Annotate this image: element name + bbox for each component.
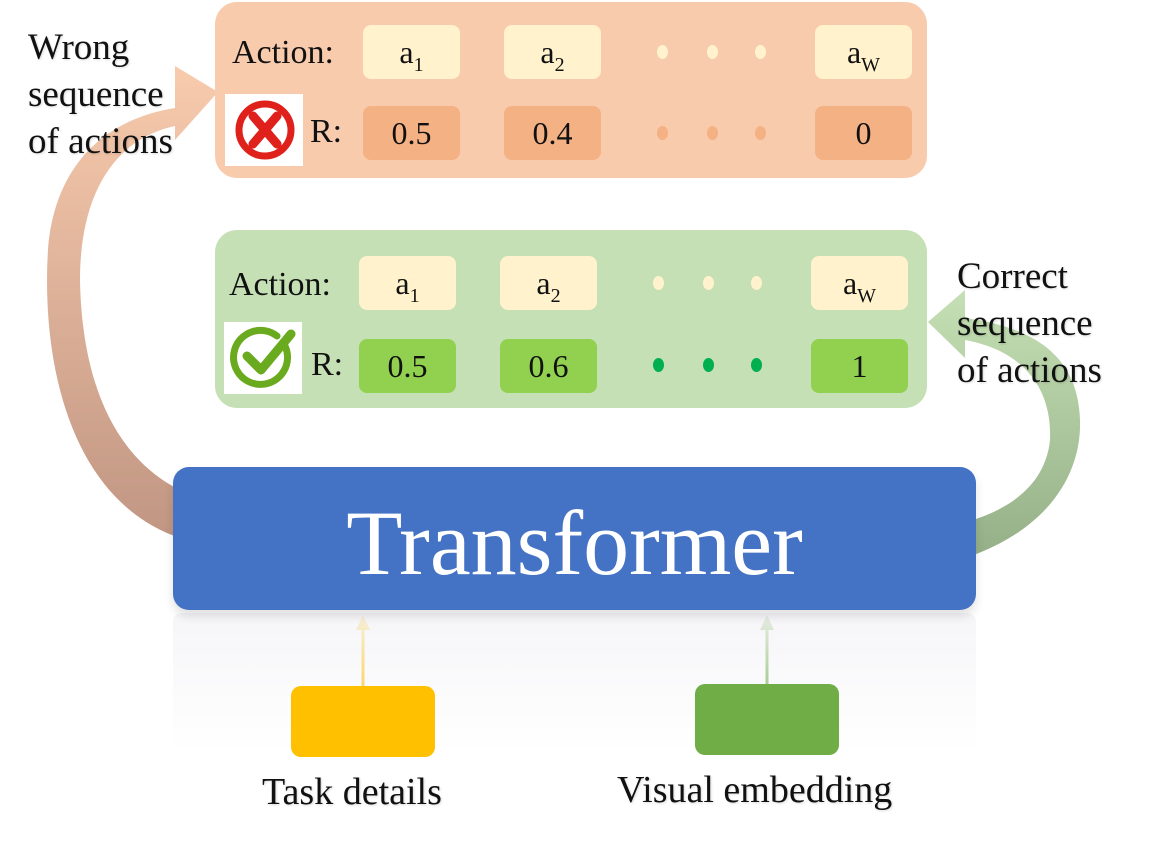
wrong-reward-cell-w: 0	[815, 106, 912, 160]
correct-action-ellipsis-dot	[751, 276, 762, 290]
correct-action-1-base: a	[395, 265, 409, 302]
correct-reward-label: R:	[311, 348, 343, 382]
wrong-action-2-base: a	[540, 34, 554, 71]
correct-reward-ellipsis-dot	[653, 358, 664, 372]
correct-action-2-base: a	[536, 265, 550, 302]
correct-reward-cell-1: 0.5	[359, 339, 456, 393]
correct-reward-ellipsis-dot	[751, 358, 762, 372]
correct-action-w-base: a	[843, 265, 857, 302]
visual-embedding-caption: Visual embedding	[617, 771, 892, 809]
transformer-block: Transformer	[173, 467, 976, 610]
wrong-action-1-base: a	[399, 34, 413, 71]
wrong-reward-ellipsis-dot	[707, 126, 718, 140]
wrong-action-ellipsis-dot	[657, 45, 668, 59]
task-details-caption: Task details	[262, 773, 442, 811]
wrong-action-ellipsis-dot	[707, 45, 718, 59]
wrong-status	[225, 94, 303, 166]
correct-reward-cell-2: 0.6	[500, 339, 597, 393]
wrong-label-line-1: Wrong	[28, 24, 173, 71]
correct-sequence-label: Correct sequence of actions	[957, 253, 1102, 394]
wrong-action-2-sub: 2	[555, 54, 565, 77]
wrong-action-ellipsis-dot	[755, 45, 766, 59]
correct-action-1-sub: 1	[410, 285, 420, 308]
correct-label-line-1: Correct	[957, 253, 1102, 300]
correct-label-line-3: of actions	[957, 347, 1102, 394]
transformer-label: Transformer	[346, 497, 803, 589]
correct-action-w-sub: W	[857, 285, 876, 308]
correct-action-ellipsis-dot	[703, 276, 714, 290]
correct-reward-ellipsis-dot	[703, 358, 714, 372]
correct-reward-cell-w: 1	[811, 339, 908, 393]
task-details-box	[291, 686, 435, 757]
wrong-action-label: Action:	[232, 36, 334, 70]
wrong-reward-cell-2: 0.4	[504, 106, 601, 160]
wrong-label-line-2: sequence	[28, 71, 173, 118]
correct-action-label: Action:	[229, 268, 331, 302]
wrong-label-line-3: of actions	[28, 118, 173, 165]
cross-circle-icon	[229, 96, 299, 164]
wrong-reward-ellipsis-dot	[755, 126, 766, 140]
wrong-action-1-sub: 1	[414, 54, 424, 77]
wrong-action-w-sub: W	[861, 54, 880, 77]
wrong-reward-cell-1: 0.5	[363, 106, 460, 160]
correct-action-ellipsis-dot	[653, 276, 664, 290]
wrong-sequence-label: Wrong sequence of actions	[28, 24, 173, 165]
check-circle-icon	[227, 324, 299, 392]
wrong-reward-ellipsis-dot	[657, 126, 668, 140]
correct-action-2-sub: 2	[551, 285, 561, 308]
correct-label-line-2: sequence	[957, 300, 1102, 347]
wrong-reward-label: R:	[310, 115, 342, 149]
visual-embedding-box	[695, 684, 839, 755]
correct-status	[224, 322, 302, 394]
wrong-action-w-base: a	[847, 34, 861, 71]
